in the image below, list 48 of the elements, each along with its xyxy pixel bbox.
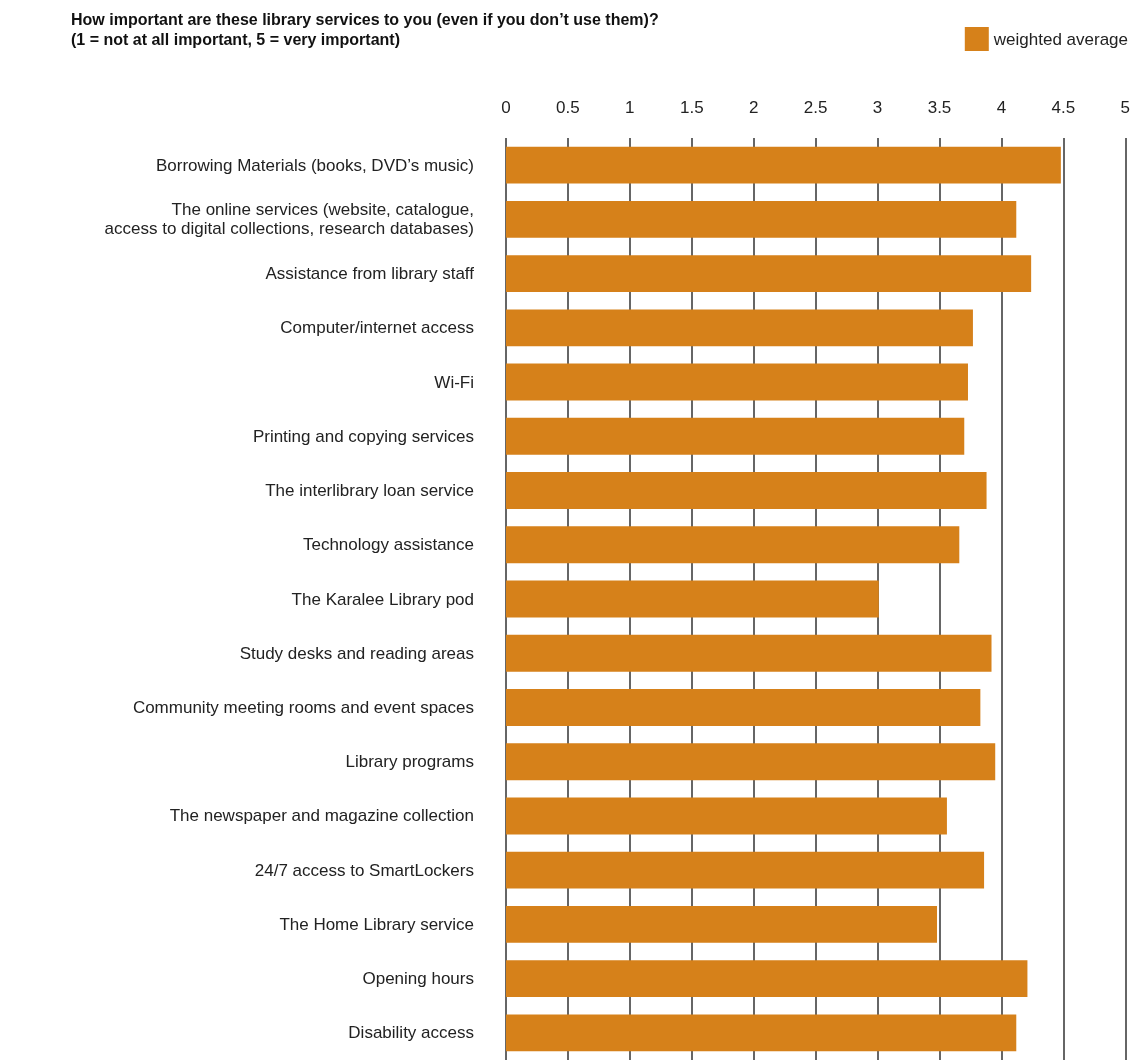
x-tick-label: 4.5 — [1051, 98, 1076, 117]
y-tick-label: Assistance from library staff — [265, 264, 475, 284]
y-tick-label: Library programs — [345, 752, 474, 772]
y-tick-label: Disability access — [348, 1023, 474, 1043]
bar — [506, 146, 1061, 184]
x-tick-label: 0.5 — [556, 98, 580, 117]
y-tick-label: Opening hours — [362, 969, 474, 989]
x-tick-label: 2 — [748, 98, 759, 117]
bar — [506, 960, 1028, 998]
bar — [506, 634, 992, 672]
y-tick-label: The newspaper and magazine collection — [169, 806, 474, 826]
x-tick-label: 1.5 — [679, 98, 704, 117]
legend-label: weighted average — [992, 29, 1129, 49]
y-tick-label: 24/7 access to SmartLockers — [254, 860, 474, 880]
bar — [506, 200, 1017, 238]
y-tick-label: Computer/internet access — [280, 318, 474, 338]
bar — [506, 363, 968, 401]
y-tick-label: Community meeting rooms and event spaces — [132, 697, 474, 717]
bar — [506, 580, 879, 618]
bar — [506, 1014, 1017, 1052]
x-tick-label: 3.5 — [927, 98, 952, 117]
bar — [506, 851, 985, 889]
bar — [506, 472, 987, 509]
y-tick-label: Wi-Fi — [434, 372, 474, 392]
text: How important are these library services to you (even if you don’t use them)? — [71, 10, 659, 28]
bar — [506, 905, 938, 943]
bar — [506, 417, 965, 455]
x-tick-label: 3 — [872, 98, 883, 117]
x-tick-label: 1 — [625, 98, 635, 117]
x-tick-label: 2.5 — [803, 98, 828, 117]
bar — [506, 255, 1032, 293]
bar — [506, 689, 981, 726]
bar — [506, 797, 947, 835]
y-tick-label: Printing and copying services — [252, 426, 474, 446]
x-tick-label: 0 — [501, 98, 511, 117]
y-tick-label: Borrowing Materials (books, DVD’s music) — [155, 155, 474, 175]
y-tick-label: Technology assistance — [302, 535, 474, 555]
y-tick-label: The online services (website, catalogue, access to digital collections, research databases) — [104, 200, 474, 239]
y-tick-label: Study desks and reading areas — [239, 643, 474, 663]
y-tick-label: The interlibrary loan service — [265, 481, 474, 501]
bar — [506, 526, 960, 564]
x-tick-label: 4 — [996, 98, 1007, 117]
y-tick-label: The Karalee Library pod — [291, 589, 474, 609]
text: (1 = not at all important, 5 = very important) — [71, 30, 400, 48]
y-tick-label: The Home Library service — [279, 914, 474, 934]
x-tick-label: 5 — [1120, 98, 1131, 117]
bar — [506, 743, 996, 781]
bar — [506, 309, 973, 347]
